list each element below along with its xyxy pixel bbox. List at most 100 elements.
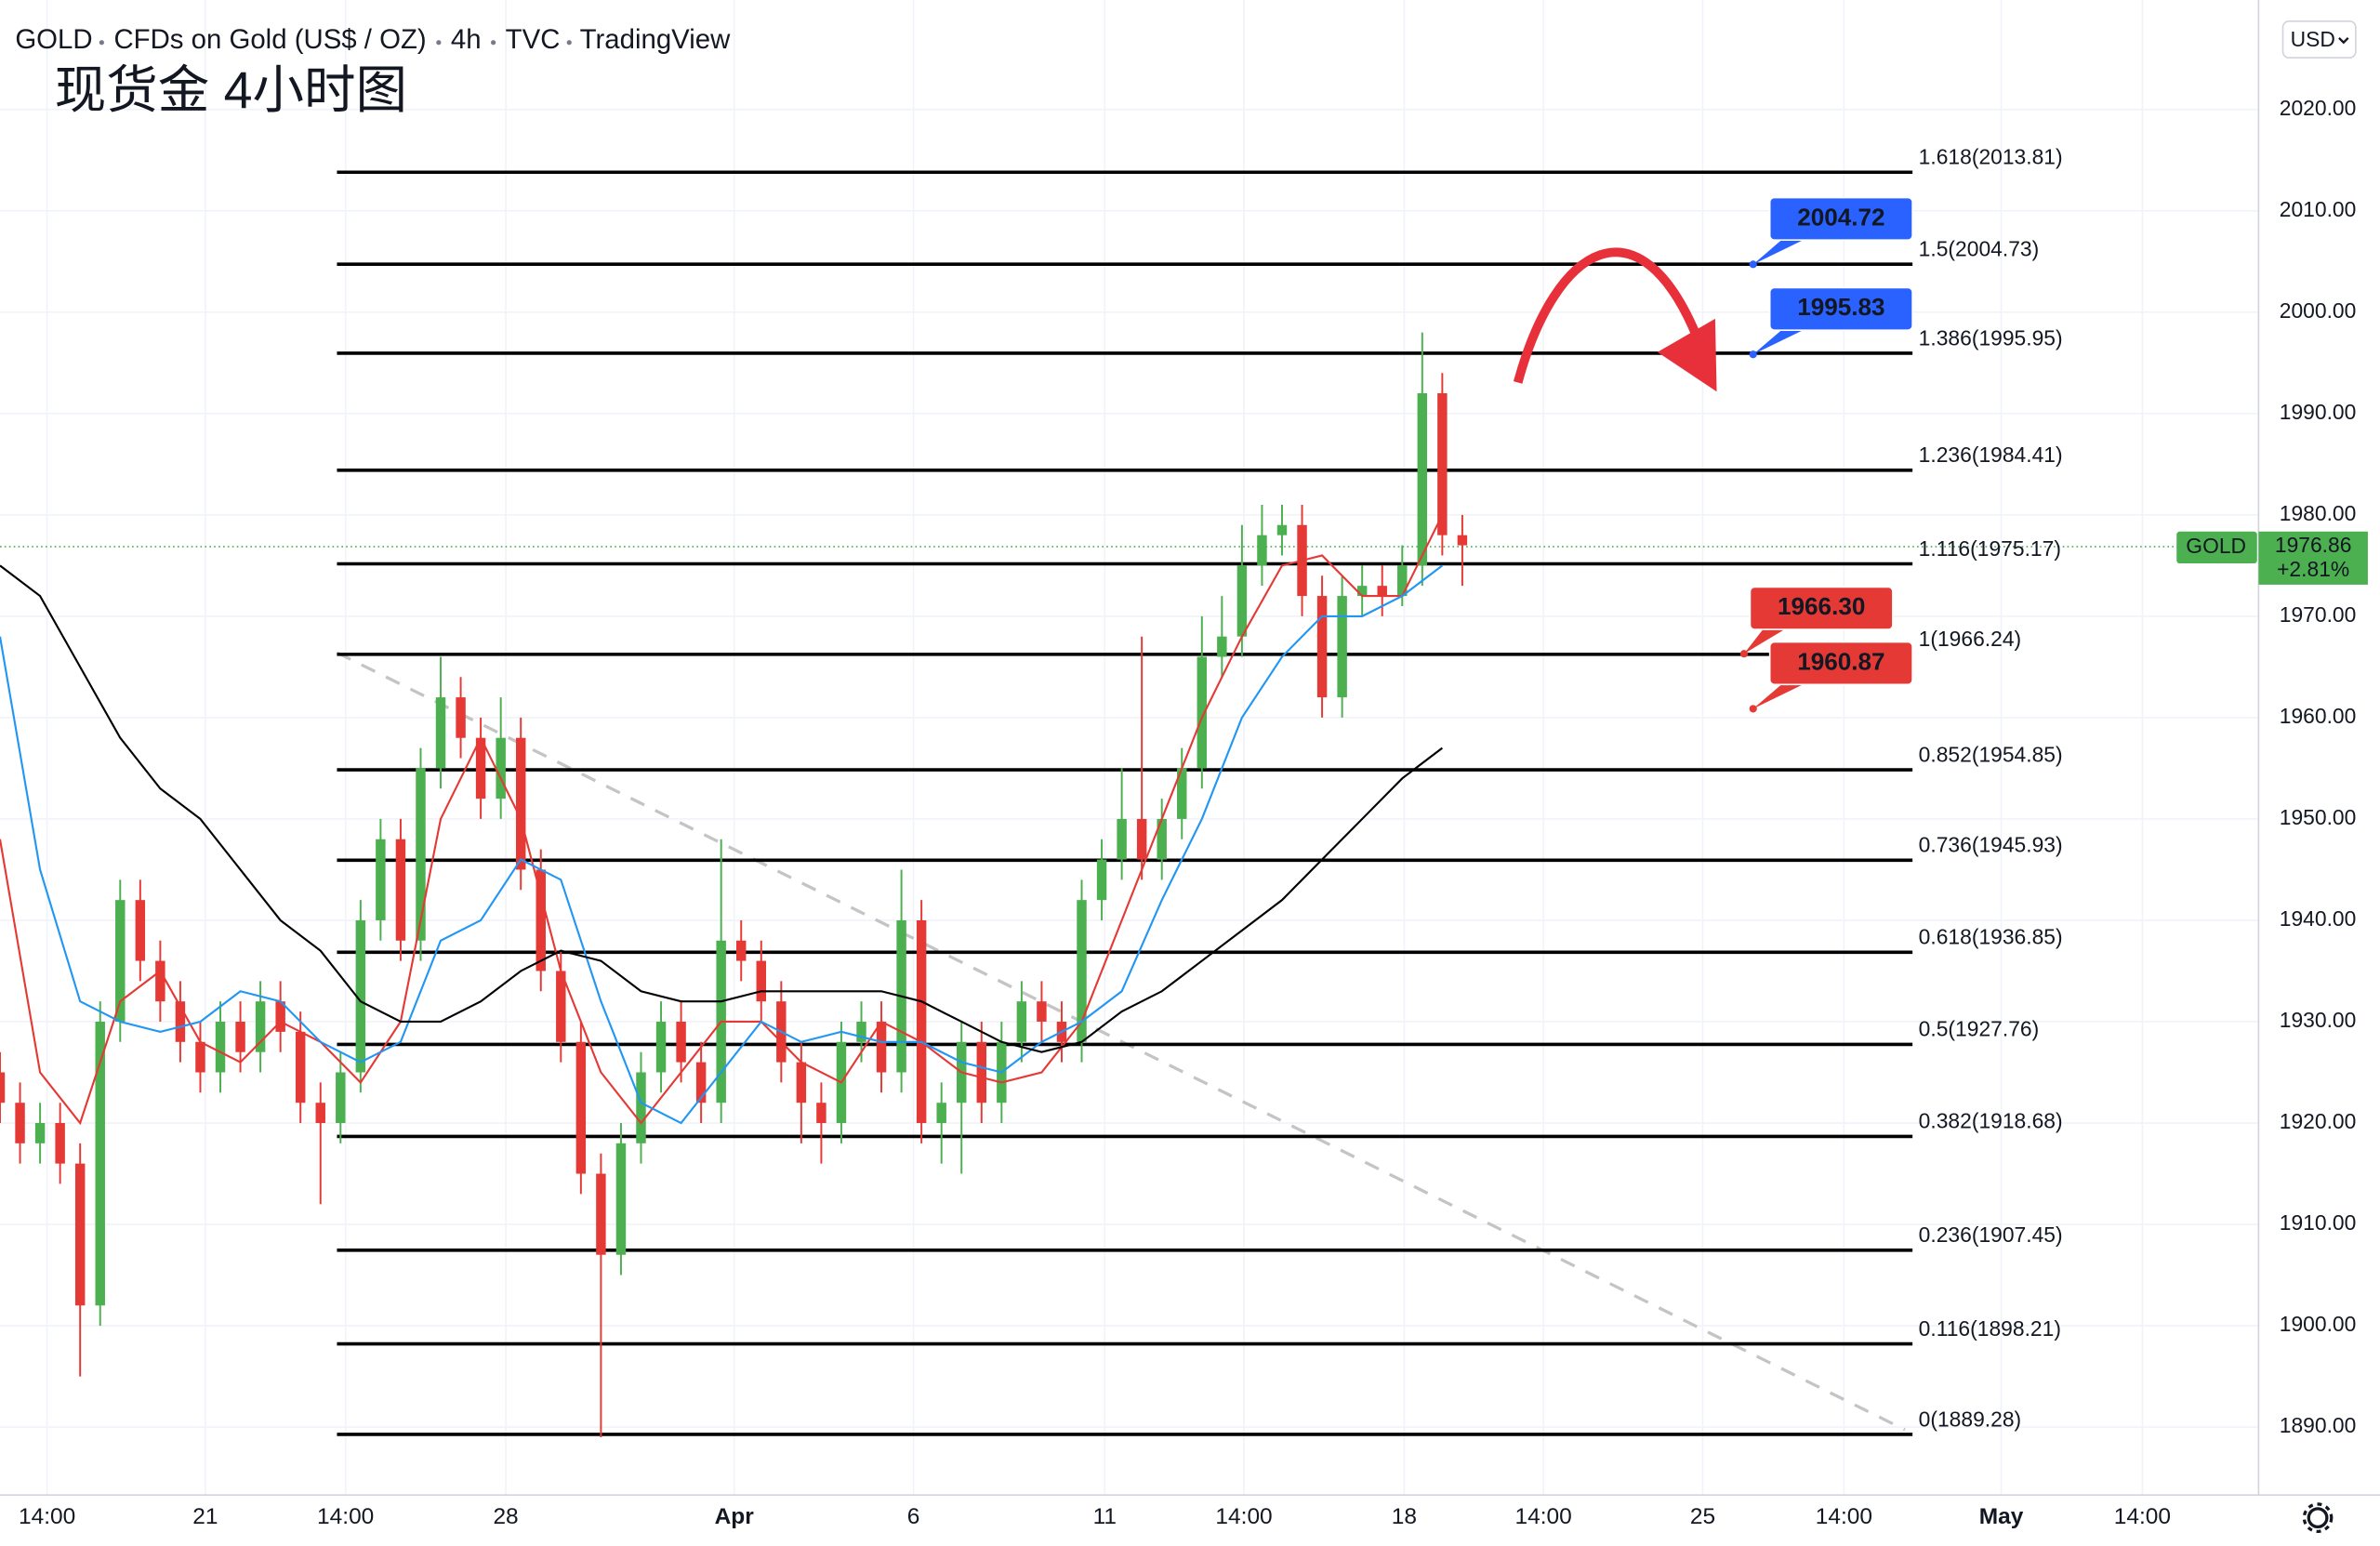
candle-body xyxy=(315,1103,325,1124)
symbol: GOLD xyxy=(15,24,92,55)
platform: TradingView xyxy=(580,24,731,55)
price-tag-point xyxy=(1749,350,1757,359)
candle-body xyxy=(916,919,927,1124)
candle-body xyxy=(1397,565,1408,597)
currency-dropdown[interactable] xyxy=(2281,20,2357,59)
y-tick-label: 1890.00 xyxy=(2280,1413,2357,1437)
price-tag-label: 1960.87 xyxy=(1797,647,1884,675)
change-label: +2.81% xyxy=(2277,557,2349,581)
candle-body xyxy=(215,1021,226,1073)
candle-body xyxy=(1356,586,1368,597)
fib-label: 0.236(1907.45) xyxy=(1919,1222,2063,1247)
settings-button[interactable] xyxy=(2302,1502,2334,1533)
candle-body xyxy=(736,940,747,961)
price-tag-point xyxy=(1739,650,1748,658)
separator xyxy=(99,40,104,46)
candle-body xyxy=(816,1103,826,1124)
candle-body xyxy=(615,1143,627,1255)
candle-body xyxy=(275,1001,285,1032)
candle-body xyxy=(255,1001,266,1052)
dropdown-caret xyxy=(2338,37,2349,45)
candle-body xyxy=(1037,1001,1047,1022)
x-tick-label: 14:00 xyxy=(317,1504,374,1529)
x-tick-label: 14:00 xyxy=(2114,1504,2171,1529)
fib-label: 1.5(2004.73) xyxy=(1919,237,2040,261)
fib-label: 0.618(1936.85) xyxy=(1919,925,2063,949)
fib-label: 1.236(1984.41) xyxy=(1919,443,2063,467)
candle-body xyxy=(676,1021,686,1063)
price-tag-pointer xyxy=(1752,236,1810,265)
price-tag-box xyxy=(1768,286,1913,331)
y-tick-label: 1930.00 xyxy=(2280,1008,2357,1032)
y-tick-label: 1970.00 xyxy=(2280,602,2357,627)
fib-label: 0(1889.28) xyxy=(1919,1407,2022,1431)
candle-body xyxy=(155,960,165,1002)
candle-body xyxy=(536,869,546,971)
moving-average xyxy=(0,564,1444,1125)
candle-body xyxy=(1077,900,1087,1042)
gear-icon xyxy=(2307,1507,2329,1529)
separator xyxy=(436,40,442,46)
plot-area xyxy=(0,170,2259,1437)
candle-body xyxy=(936,1103,946,1124)
moving-average xyxy=(0,514,1444,1126)
arrow-head xyxy=(1657,318,1717,392)
x-tick-label: 25 xyxy=(1690,1504,1715,1529)
y-tick-label: 1940.00 xyxy=(2280,906,2357,931)
candle-body xyxy=(856,1021,866,1042)
price-tag-label: 2004.72 xyxy=(1797,203,1884,231)
candle-body xyxy=(336,1072,346,1124)
y-tick-label: 1990.00 xyxy=(2280,400,2357,424)
candle-body xyxy=(195,1041,205,1073)
symbol-tag-label: GOLD xyxy=(2186,534,2246,558)
candle-body xyxy=(0,1072,6,1103)
candle-body xyxy=(1197,656,1208,769)
candle-body xyxy=(175,1001,186,1042)
candle-body xyxy=(1377,586,1387,597)
moving-average xyxy=(0,564,1444,1053)
x-tick-label: 6 xyxy=(907,1504,920,1529)
fib-label: 1.116(1975.17) xyxy=(1919,536,2061,561)
candle-body xyxy=(695,1062,707,1103)
currency-label: USD xyxy=(2291,27,2335,51)
candle-body xyxy=(435,697,446,769)
x-tick-label: 11 xyxy=(1093,1504,1117,1529)
y-tick-label: 2020.00 xyxy=(2280,96,2357,120)
x-tick-label: 28 xyxy=(493,1504,518,1529)
y-tick-label: 2000.00 xyxy=(2280,298,2357,323)
candle-body xyxy=(235,1021,245,1052)
candle-body xyxy=(876,1021,887,1073)
fib-label: 0.736(1945.93) xyxy=(1919,833,2063,857)
candle-body xyxy=(475,737,486,799)
candle-body xyxy=(1236,565,1248,637)
symbol-tag xyxy=(2176,531,2257,564)
price-tag-point xyxy=(1749,260,1757,269)
fib-label: 1.386(1995.95) xyxy=(1919,325,2063,350)
candle-body xyxy=(15,1103,25,1143)
y-tick-label: 1920.00 xyxy=(2280,1109,2357,1133)
candle-body xyxy=(1337,596,1347,698)
candle-body xyxy=(115,900,126,1022)
candle-body xyxy=(1417,393,1428,566)
candle-body xyxy=(796,1062,807,1103)
y-tick-label: 2010.00 xyxy=(2280,197,2357,221)
candle-body xyxy=(1437,393,1448,535)
last-price-box xyxy=(2258,531,2368,585)
chart-title: 现货金 4小时图 xyxy=(55,61,407,119)
candle-body xyxy=(1276,524,1288,535)
candle-body xyxy=(395,839,406,941)
price-tag-label: 1995.83 xyxy=(1797,293,1884,321)
separator xyxy=(491,40,496,46)
candle-body xyxy=(295,1031,306,1103)
price-tag-box xyxy=(1768,641,1913,686)
last-price-label: 1976.86 xyxy=(2275,533,2352,557)
candle-body xyxy=(655,1021,667,1073)
candle-body xyxy=(456,697,466,738)
candle-body xyxy=(1136,818,1147,860)
candle-body xyxy=(1257,535,1267,566)
price-tag-label: 1966.30 xyxy=(1778,592,1865,620)
fib-label: 1(1966.24) xyxy=(1919,627,2022,651)
x-tick-label: 14:00 xyxy=(1515,1504,1572,1529)
price-tag-point xyxy=(1749,705,1757,713)
